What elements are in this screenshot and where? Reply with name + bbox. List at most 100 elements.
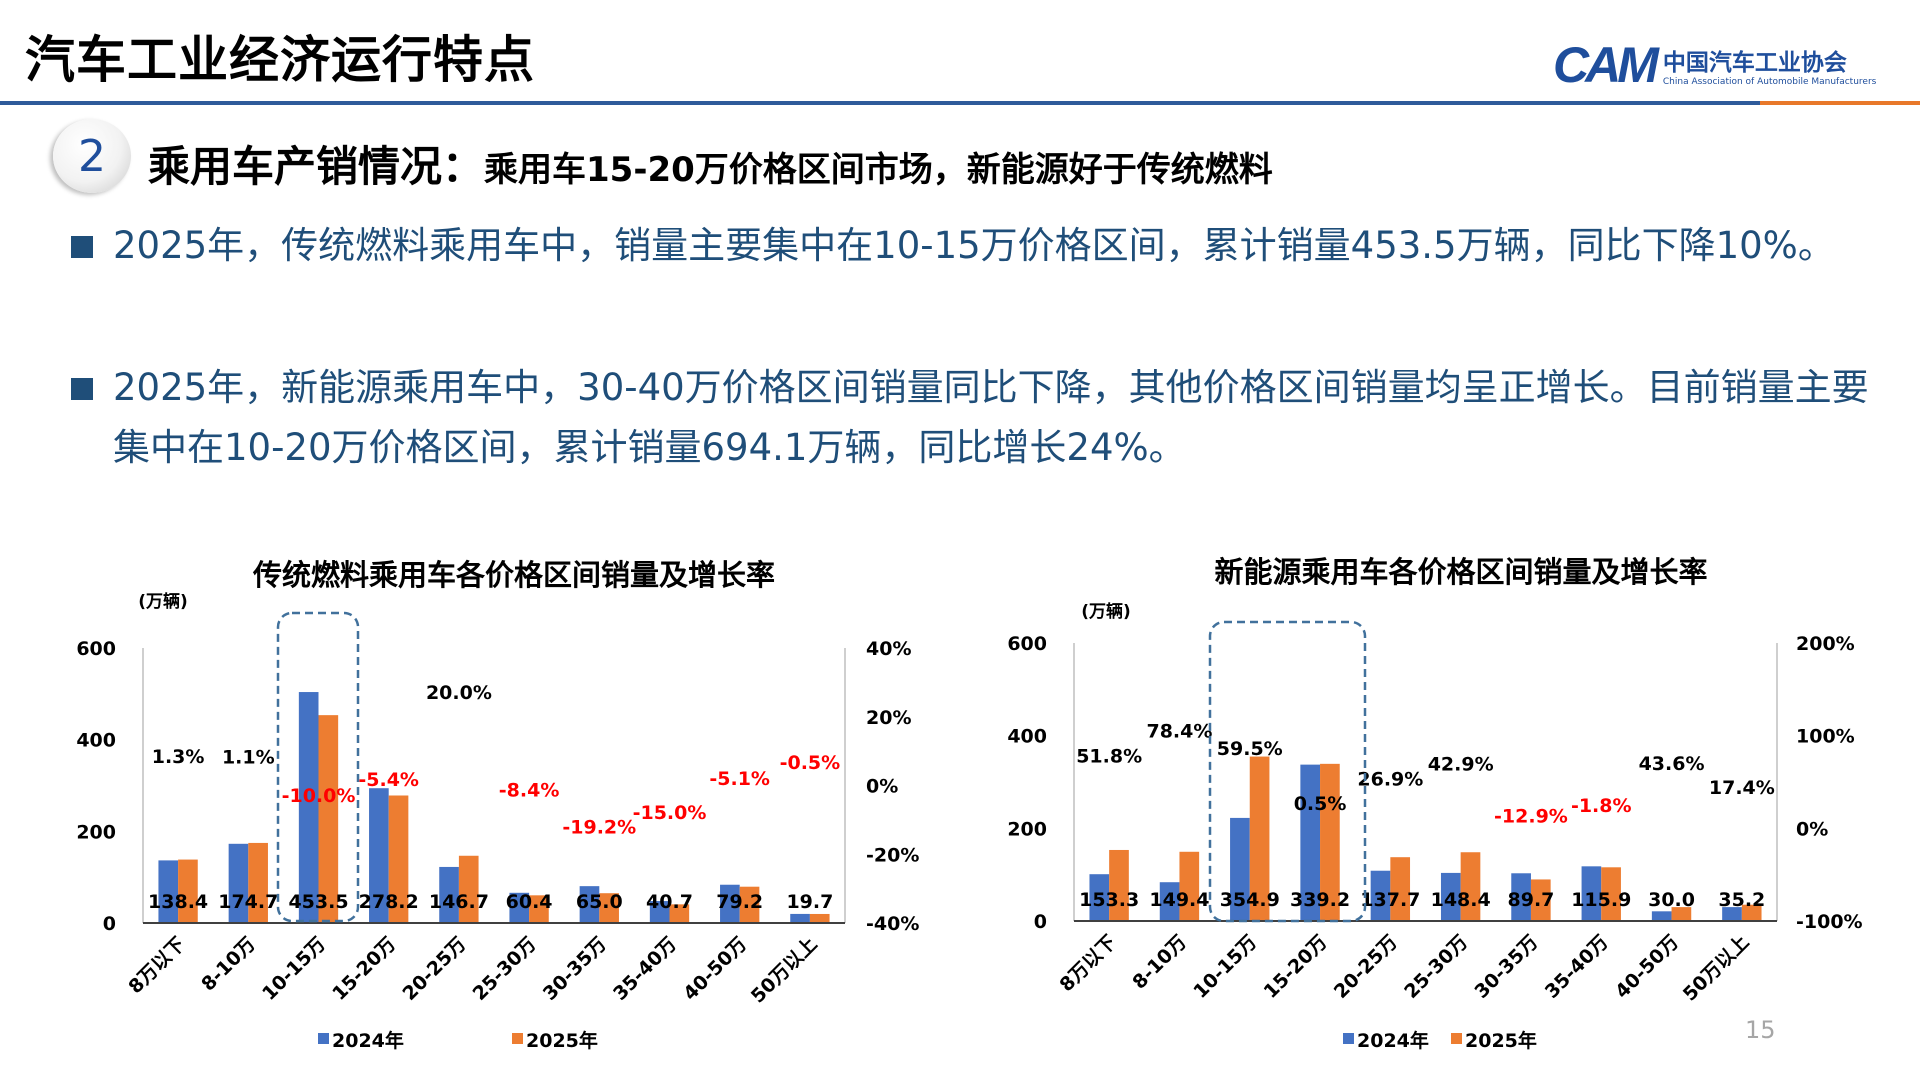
value-label: 138.4 — [148, 891, 208, 913]
header-divider-accent — [1760, 101, 1920, 105]
growth-rate-label: 1.3% — [152, 746, 205, 768]
y-tick-label: 400 — [76, 730, 116, 752]
bar-2025年 — [1601, 867, 1621, 921]
bar-2025年 — [739, 886, 760, 923]
x-tick-label: 35-40万 — [609, 933, 681, 1005]
bar-2025年 — [809, 913, 830, 923]
bar-2024年 — [369, 788, 389, 923]
bar-2025年 — [318, 715, 339, 923]
y-axis-unit: (万辆) — [138, 591, 188, 612]
bar-2024年 — [439, 866, 459, 923]
bar-2024年 — [579, 886, 600, 923]
bar-2025年 — [1179, 851, 1200, 921]
growth-rate-label: 51.8% — [1076, 745, 1142, 767]
legend-swatch — [512, 1033, 523, 1044]
bar-2025年 — [1741, 904, 1762, 921]
legend-label: 2025年 — [1465, 1029, 1537, 1052]
bullet-text: 2025年，传统燃料乘用车中，销量主要集中在10-15万价格区间，累计销量453… — [113, 224, 1835, 267]
value-label: 65.0 — [576, 891, 623, 913]
bar-2025年 — [1390, 857, 1411, 921]
value-label: 89.7 — [1508, 889, 1555, 911]
page-title: 汽车工业经济运行特点 — [25, 31, 535, 89]
chart-title: 传统燃料乘用车各价格区间销量及增长率 — [252, 558, 775, 592]
chart-title: 新能源乘用车各价格区间销量及增长率 — [1214, 555, 1707, 589]
bullet-point: 2025年，新能源乘用车中，30-40万价格区间销量同比下降，其他价格区间销量均… — [71, 358, 1871, 478]
growth-rate-label: -1.8% — [1571, 795, 1632, 817]
y-tick-label: 400 — [1007, 726, 1047, 748]
y-tick-label: 600 — [76, 638, 116, 660]
bar-2024年 — [790, 913, 810, 923]
y-tick-label: 0 — [103, 913, 116, 935]
y2-tick-label: 0% — [1796, 818, 1828, 840]
y2-tick-label: 200% — [1796, 633, 1855, 655]
growth-rate-label: -10.0% — [282, 785, 356, 807]
value-label: 79.2 — [716, 891, 763, 913]
bar-2025年 — [529, 895, 549, 923]
growth-rate-label: 59.5% — [1217, 738, 1283, 760]
value-label: 149.4 — [1149, 889, 1209, 911]
value-label: 278.2 — [359, 891, 419, 913]
bar-2025年 — [178, 859, 198, 923]
y2-tick-label: 0% — [866, 776, 898, 798]
cam-logo: CAM 中国汽车工业协会 China Association of Automo… — [1553, 36, 1876, 94]
value-label: 354.9 — [1220, 889, 1280, 911]
value-label: 148.4 — [1431, 889, 1491, 911]
bar-2024年 — [1651, 911, 1672, 921]
value-label: 40.7 — [646, 891, 693, 913]
cam-logo-mark: CAM — [1553, 37, 1659, 93]
bar-2025年 — [388, 795, 409, 923]
value-label: 453.5 — [288, 891, 348, 913]
x-tick-label: 30-35万 — [539, 933, 611, 1005]
bar-2025年 — [1530, 879, 1551, 921]
value-label: 137.7 — [1360, 889, 1420, 911]
x-tick-label: 40-50万 — [1611, 931, 1683, 1003]
bar-2024年 — [649, 901, 670, 923]
x-tick-label: 8-10万 — [197, 933, 260, 996]
legend-swatch — [1451, 1033, 1462, 1044]
bar-2024年 — [298, 692, 319, 923]
x-tick-label: 8-10万 — [1128, 931, 1191, 994]
value-label: 339.2 — [1290, 889, 1350, 911]
section-heading: 乘用车产销情况：乘用车15-20万价格区间市场，新能源好于传统燃料 — [148, 133, 1273, 194]
y2-tick-label: -20% — [866, 844, 919, 866]
bar-2025年 — [1320, 763, 1340, 921]
y2-tick-label: 100% — [1796, 726, 1855, 748]
value-label: 35.2 — [1718, 889, 1765, 911]
bar-2025年 — [248, 842, 268, 923]
logo-cn-text: 中国汽车工业协会 — [1662, 50, 1847, 76]
x-tick-label: 15-20万 — [1260, 931, 1332, 1003]
y2-tick-label: -100% — [1796, 911, 1863, 933]
y2-tick-label: 20% — [866, 707, 911, 729]
growth-rate-label: -12.9% — [1494, 805, 1568, 827]
y-tick-label: 0 — [1034, 911, 1047, 933]
growth-rate-label: -15.0% — [633, 802, 707, 824]
x-tick-label: 8万以下 — [124, 933, 189, 998]
value-label: 30.0 — [1648, 889, 1695, 911]
page-number: 15 — [1745, 1016, 1776, 1044]
growth-rate-label: -19.2% — [562, 817, 636, 839]
x-tick-label: 25-30万 — [1400, 931, 1472, 1003]
growth-rate-label: 20.0% — [426, 682, 492, 704]
x-tick-label: 35-40万 — [1541, 931, 1613, 1003]
growth-rate-label: 17.4% — [1709, 777, 1775, 799]
section-heading-sub: 乘用车15-20万价格区间市场，新能源好于传统燃料 — [484, 150, 1273, 190]
growth-rate-label: 26.9% — [1357, 768, 1423, 790]
section-heading-main: 乘用车产销情况： — [148, 142, 485, 191]
bar-2024年 — [720, 884, 740, 923]
legend-swatch — [1343, 1033, 1354, 1044]
growth-rate-label: 78.4% — [1146, 721, 1212, 743]
x-tick-label: 40-50万 — [679, 933, 751, 1005]
bar-2024年 — [1300, 764, 1321, 921]
value-label: 146.7 — [429, 891, 489, 913]
section-number-badge: 2 — [53, 119, 131, 193]
y2-tick-label: -40% — [866, 913, 919, 935]
x-tick-label: 25-30万 — [469, 933, 541, 1005]
growth-rate-label: -8.4% — [499, 779, 560, 801]
growth-rate-label: 42.9% — [1428, 754, 1494, 776]
bar-2024年 — [1511, 873, 1531, 921]
bar-2024年 — [1089, 874, 1110, 921]
value-label: 60.4 — [506, 891, 553, 913]
header-divider — [0, 101, 1920, 105]
growth-rate-label: -0.5% — [780, 752, 841, 774]
